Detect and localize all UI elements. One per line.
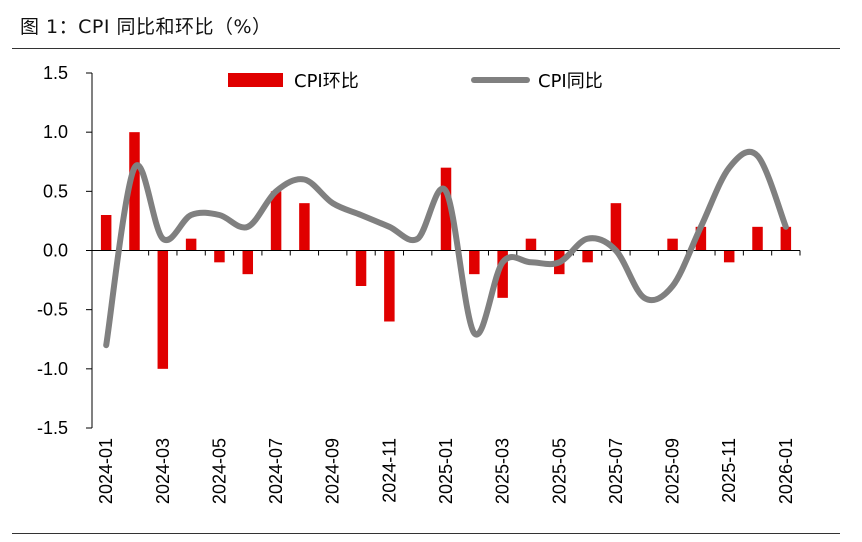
y-tick-label: -1.5 [37,418,68,438]
x-tick-label: 2024-01 [96,438,116,504]
bar-2024-10 [355,250,367,286]
x-tick-label: 2024-03 [153,438,173,504]
y-tick-label: 0.0 [43,241,68,261]
x-axis-ticks: 2024-01 2024-03 2024-05 2024-07 2024-09 2024-… [91,250,801,504]
bar-2024-08 [299,203,310,251]
x-tick-label: 2024-07 [266,438,286,504]
bar-2025-03 [497,250,508,298]
bar-2025-07 [610,203,622,251]
bar-2024-03 [157,250,169,369]
bar-2024-07 [270,191,282,251]
bar-2025-09 [667,238,678,251]
bar-2025-02 [469,250,480,275]
y-axis-ticks: 1.5 1.0 0.5 0.0 -0.5 -1.0 -1.5 [37,63,92,438]
x-tick-label: 2024-05 [209,438,229,504]
legend-bar-swatch [228,73,283,87]
x-tick-label: 2024-09 [323,438,343,504]
figure-title: 图 1：CPI 同比和环比（%） [20,16,272,38]
bar-2026-01 [780,226,792,251]
x-tick-label: 2025-01 [436,438,456,504]
x-tick-label: 2026-01 [776,438,796,504]
y-tick-label: 0.5 [43,181,68,201]
bar-2025-11 [723,250,735,263]
legend: CPI环比 CPI同比 [228,71,603,92]
line-series-cpi-yoy [103,148,789,349]
y-tick-label: -1.0 [37,359,68,379]
x-tick-label: 2024-11 [379,438,399,503]
y-tick-label: 1.0 [43,122,68,142]
bar-2024-06 [242,250,254,275]
bar-series [100,132,792,369]
legend-line-label: CPI同比 [538,71,603,92]
bar-2024-04 [185,238,197,251]
bar-2024-01 [100,215,112,251]
x-tick-label: 2025-05 [549,438,569,504]
top-rule [12,48,840,49]
bar-2024-11 [384,250,395,322]
x-tick-label: 2025-07 [606,438,626,504]
x-tick-label: 2025-03 [493,438,513,504]
bar-2024-02 [129,132,140,251]
y-tick-label: 1.5 [43,63,68,83]
bottom-rule [12,533,840,534]
x-tick-label: 2025-11 [719,438,739,503]
bar-2025-04 [525,238,537,251]
x-tick-label: 2025-09 [663,438,683,504]
bar-2025-10 [695,226,707,251]
bar-2025-01 [440,167,452,251]
bar-2025-12 [752,226,763,251]
legend-bar-label: CPI环比 [294,71,359,92]
bar-2025-06 [582,250,593,263]
y-tick-label: -0.5 [37,300,68,320]
bar-2024-05 [214,250,225,263]
